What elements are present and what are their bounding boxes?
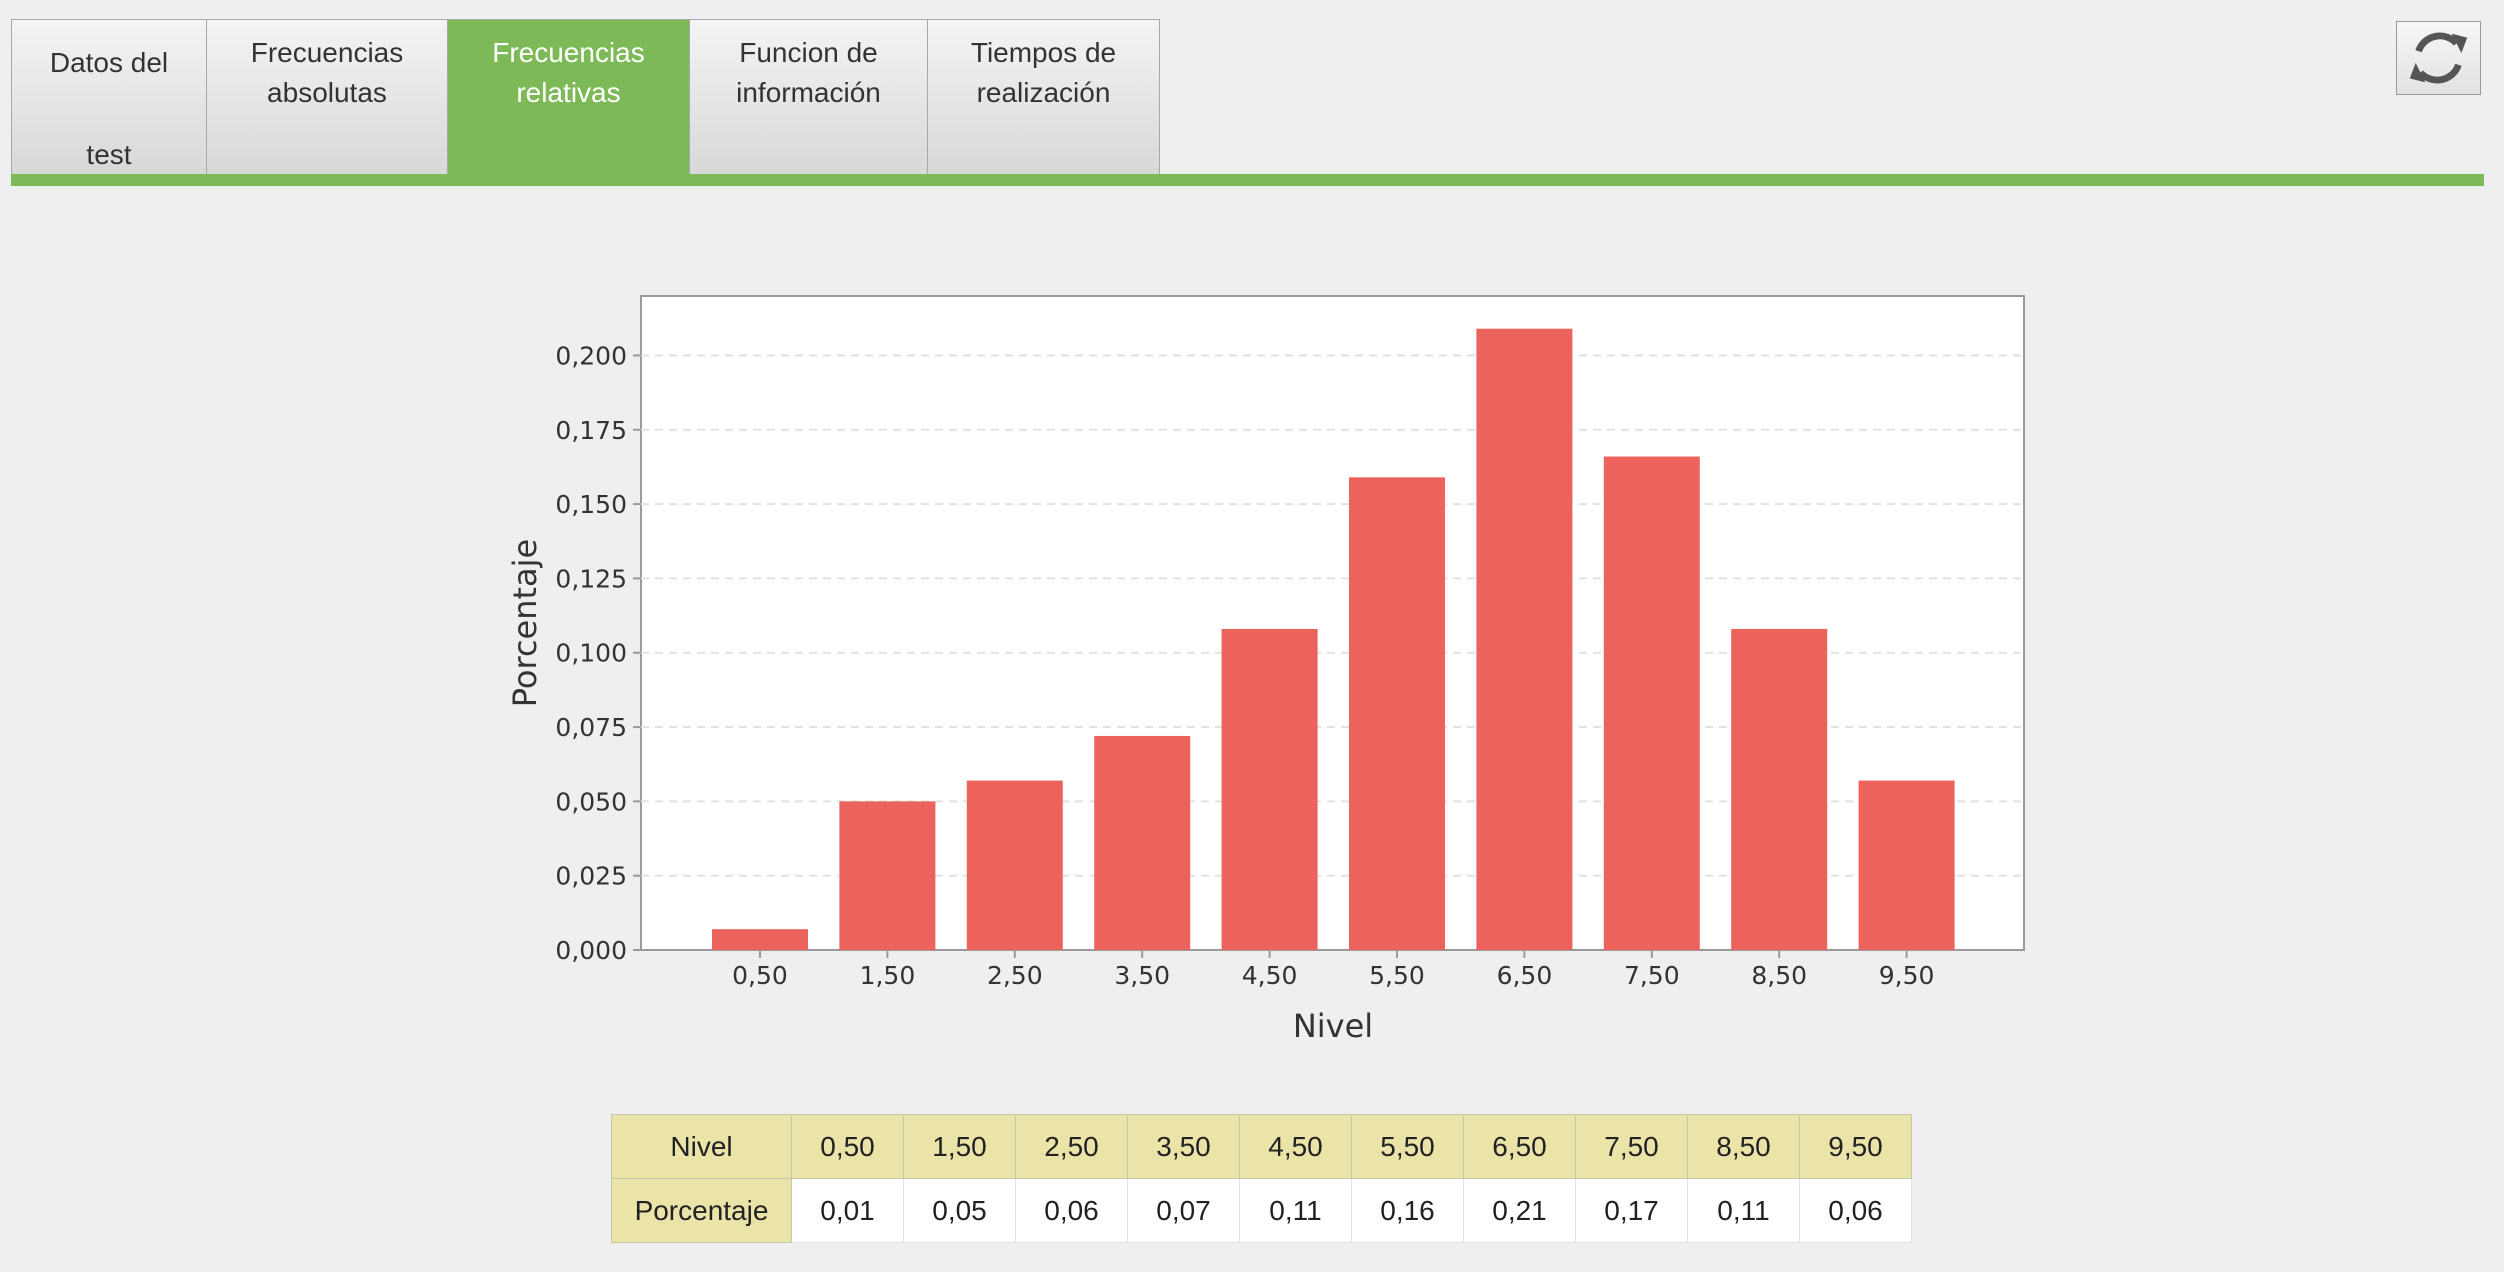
table-cell: 0,50 <box>791 1114 904 1179</box>
y-tick-label: 0,050 <box>555 787 627 816</box>
x-tick-label: 6,50 <box>1497 961 1553 990</box>
tab-frecuencias-relativas[interactable]: Frecuencias relativas <box>447 19 690 174</box>
y-tick-label: 0,150 <box>555 490 627 519</box>
bar <box>1221 628 1318 950</box>
tab-tiempos-de-realizacion[interactable]: Tiempos de realización <box>927 19 1160 174</box>
x-tick-label: 8,50 <box>1751 961 1807 990</box>
bar <box>1094 735 1191 950</box>
table-cell: 0,01 <box>791 1178 904 1243</box>
table-cell: 0,05 <box>903 1178 1016 1243</box>
table-cell: 4,50 <box>1239 1114 1352 1179</box>
table-cell: 0,06 <box>1799 1178 1912 1243</box>
table-cell: 0,06 <box>1015 1178 1128 1243</box>
tab-label: Frecuencias relativas <box>492 37 645 108</box>
tab-funcion-de-informacion[interactable]: Funcion de información <box>688 19 929 174</box>
x-tick-label: 7,50 <box>1624 961 1680 990</box>
x-tick-label: 3,50 <box>1114 961 1170 990</box>
x-axis-label: Nivel <box>1293 1007 1373 1045</box>
bar-chart: 0,000 0,025 0,050 0,075 0,100 0,125 0,150 0,175… <box>506 295 2025 1045</box>
table-cell: 0,11 <box>1687 1178 1800 1243</box>
x-tick-label: 5,50 <box>1369 961 1425 990</box>
tab-label: Frecuencias absolutas <box>250 37 404 108</box>
table-cell: 0,11 <box>1239 1178 1352 1243</box>
x-axis: 0,50 1,50 2,50 3,50 4,50 5,50 6,50 7,50 8,50 9,50 <box>732 950 1934 990</box>
row-header-porcentaje: Porcentaje <box>611 1178 792 1243</box>
table-cell: 0,21 <box>1463 1178 1576 1243</box>
y-tick-label: 0,075 <box>555 713 627 742</box>
tab-bar: Datos del test Frecuencias absolutas Fre… <box>11 19 1160 174</box>
table-cell: 8,50 <box>1687 1114 1800 1179</box>
table-cell: 0,07 <box>1127 1178 1240 1243</box>
y-tick-label: 0,200 <box>555 341 627 370</box>
y-axis-label: Porcentaje <box>506 539 544 707</box>
row-header-nivel: Nivel <box>611 1114 792 1179</box>
y-tick-label: 0,025 <box>555 862 627 891</box>
x-tick-label: 4,50 <box>1242 961 1298 990</box>
x-tick-label: 1,50 <box>860 961 916 990</box>
table-row-nivel: Nivel 0,50 1,50 2,50 3,50 4,50 5,50 6,50 7,50 8,… <box>611 1114 1912 1179</box>
bar <box>1476 328 1573 950</box>
y-tick-label: 0,100 <box>555 639 627 668</box>
y-tick-label: 0,125 <box>555 564 627 593</box>
x-tick-label: 9,50 <box>1879 961 1935 990</box>
bar <box>839 801 936 950</box>
bars <box>712 328 1955 950</box>
bar <box>1349 477 1445 950</box>
table-cell: 6,50 <box>1463 1114 1576 1179</box>
tab-label: Funcion de información <box>736 37 881 108</box>
y-axis: 0,000 0,025 0,050 0,075 0,100 0,125 0,150 0,175… <box>555 341 641 965</box>
table-cell: 0,17 <box>1575 1178 1688 1243</box>
tab-frecuencias-absolutas[interactable]: Frecuencias absolutas <box>205 19 449 174</box>
y-tick-label: 0,000 <box>555 936 627 965</box>
table-cell: 2,50 <box>1015 1114 1128 1179</box>
tab-label: Tiempos de realización <box>970 37 1117 108</box>
table-cell: 0,16 <box>1351 1178 1464 1243</box>
table-cell: 5,50 <box>1351 1114 1464 1179</box>
table-cell: 9,50 <box>1799 1114 1912 1179</box>
refresh-icon <box>2409 32 2468 84</box>
y-tick-label: 0,175 <box>555 416 627 445</box>
x-tick-label: 2,50 <box>987 961 1043 990</box>
tab-label: Datos del test <box>49 47 169 170</box>
bar <box>712 929 808 950</box>
table-cell: 1,50 <box>903 1114 1016 1179</box>
tab-datos-del-test[interactable]: Datos del test <box>11 19 207 174</box>
bar <box>1731 628 1828 950</box>
x-tick-label: 0,50 <box>732 961 788 990</box>
bar <box>966 780 1063 950</box>
bar <box>1603 456 1700 950</box>
tab-underline <box>11 174 2484 186</box>
frequency-table: Nivel 0,50 1,50 2,50 3,50 4,50 5,50 6,50 7,50 8,… <box>611 1114 1912 1243</box>
table-cell: 7,50 <box>1575 1114 1688 1179</box>
refresh-button[interactable] <box>2396 21 2481 95</box>
table-row-porcentaje: Porcentaje 0,01 0,05 0,06 0,07 0,11 0,16 0,21 0… <box>611 1178 1912 1243</box>
bar <box>1858 780 1955 950</box>
table-cell: 3,50 <box>1127 1114 1240 1179</box>
